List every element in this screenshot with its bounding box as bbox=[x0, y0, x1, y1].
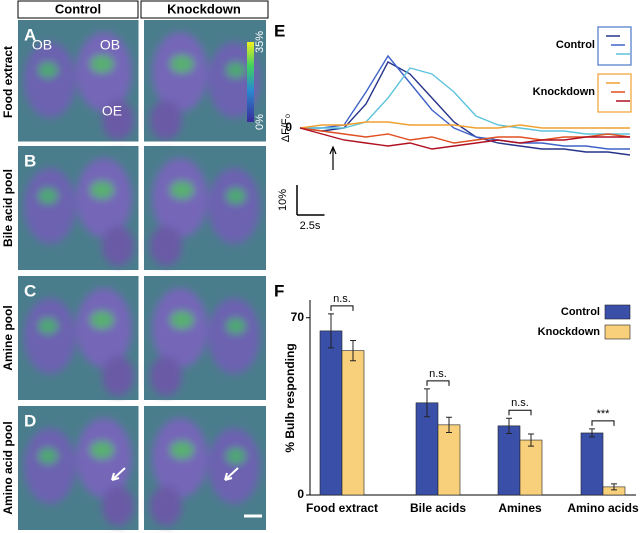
trace bbox=[299, 61, 631, 156]
error-bar bbox=[328, 313, 334, 349]
panel-letter: C bbox=[24, 281, 36, 300]
significance-bracket bbox=[426, 380, 450, 386]
trace-panel: E ΔF/F₀0 10% 2.5s Control Knockdown bbox=[274, 21, 632, 232]
trace bbox=[300, 67, 630, 135]
trace bbox=[300, 54, 630, 150]
significance-label: n.s. bbox=[429, 368, 447, 380]
x-tick-label: Food extract bbox=[306, 501, 378, 515]
row-label: Amino acid pool bbox=[1, 421, 15, 514]
error-bar bbox=[350, 340, 356, 362]
panel-letter: F bbox=[274, 281, 284, 300]
trace bbox=[299, 127, 631, 144]
bar bbox=[341, 350, 365, 496]
panel-letter: D bbox=[24, 411, 36, 430]
significance-label: n.s. bbox=[511, 397, 529, 409]
error-bar bbox=[446, 416, 452, 433]
fluorescence-image bbox=[144, 146, 266, 270]
x-tick-label: Bile acids bbox=[410, 501, 466, 515]
x-tick-label: Amino acids bbox=[567, 501, 639, 515]
scale-label: 2.5s bbox=[300, 220, 321, 232]
scale-label: 10% bbox=[277, 189, 289, 211]
significance-bracket bbox=[591, 420, 615, 426]
legend-label: Knockdown bbox=[533, 86, 596, 98]
column-header-box bbox=[17, 0, 139, 19]
legend-label: Knockdown bbox=[538, 326, 601, 338]
fluorescence-image bbox=[18, 146, 140, 270]
legend-box bbox=[597, 26, 632, 66]
arrow bbox=[224, 467, 239, 481]
error-bar bbox=[424, 388, 430, 418]
error-bar bbox=[528, 433, 534, 447]
y-axis-label: ΔF/F₀ bbox=[280, 114, 292, 142]
error-bar bbox=[611, 483, 617, 491]
colorbar-label: 35% bbox=[254, 31, 266, 53]
bar bbox=[519, 439, 543, 496]
zero-label: 0 bbox=[285, 120, 292, 134]
bar bbox=[437, 424, 461, 496]
stimulus-arrow bbox=[329, 145, 337, 170]
y-tick-label: 70 bbox=[291, 310, 305, 324]
legend-swatch bbox=[604, 304, 631, 320]
y-tick-label: 0 bbox=[297, 487, 304, 501]
annotation: OB bbox=[100, 37, 120, 53]
annotation: OB bbox=[32, 37, 52, 53]
fluorescence-image bbox=[18, 406, 140, 530]
row-label: Food extract bbox=[1, 46, 15, 118]
significance-label: n.s. bbox=[333, 293, 351, 305]
column-header: Knockdown bbox=[167, 1, 241, 16]
panel-letter: A bbox=[24, 25, 36, 44]
panel-letter: B bbox=[24, 151, 36, 170]
image-panels: Control Knockdown A Food extract B Bile aci… bbox=[1, 0, 269, 533]
colorbar-label: 0% bbox=[254, 114, 266, 130]
panel-letter: E bbox=[274, 21, 285, 40]
colorbar bbox=[247, 42, 254, 122]
legend-label: Control bbox=[556, 39, 595, 51]
bar bbox=[319, 330, 343, 496]
column-header: Control bbox=[55, 1, 101, 16]
error-bar bbox=[506, 417, 512, 434]
error-bar bbox=[589, 428, 595, 438]
fluorescence-image bbox=[144, 276, 266, 400]
significance-bracket bbox=[330, 305, 354, 311]
row-label: Bile acid pool bbox=[1, 169, 15, 247]
fluorescence-image bbox=[144, 406, 266, 530]
significance-label: *** bbox=[597, 408, 611, 420]
fluorescence-image bbox=[18, 276, 140, 400]
arrow bbox=[111, 467, 126, 481]
bar bbox=[580, 432, 604, 496]
annotation: OE bbox=[102, 103, 122, 119]
legend-swatch bbox=[604, 324, 631, 340]
legend-label: Control bbox=[561, 306, 600, 318]
significance-bracket bbox=[508, 409, 532, 416]
trace bbox=[299, 127, 630, 150]
row-label: Amine pool bbox=[1, 305, 15, 370]
legend-box bbox=[597, 73, 632, 113]
trace bbox=[299, 121, 630, 129]
bar bbox=[497, 425, 521, 496]
x-tick-label: Amines bbox=[498, 501, 542, 515]
y-axis-label: % Bulb responding bbox=[283, 343, 297, 452]
column-header-box bbox=[140, 0, 269, 19]
bar-panel: F % Bulb responding 0 70 Food extract n.s. Bi… bbox=[274, 281, 639, 515]
